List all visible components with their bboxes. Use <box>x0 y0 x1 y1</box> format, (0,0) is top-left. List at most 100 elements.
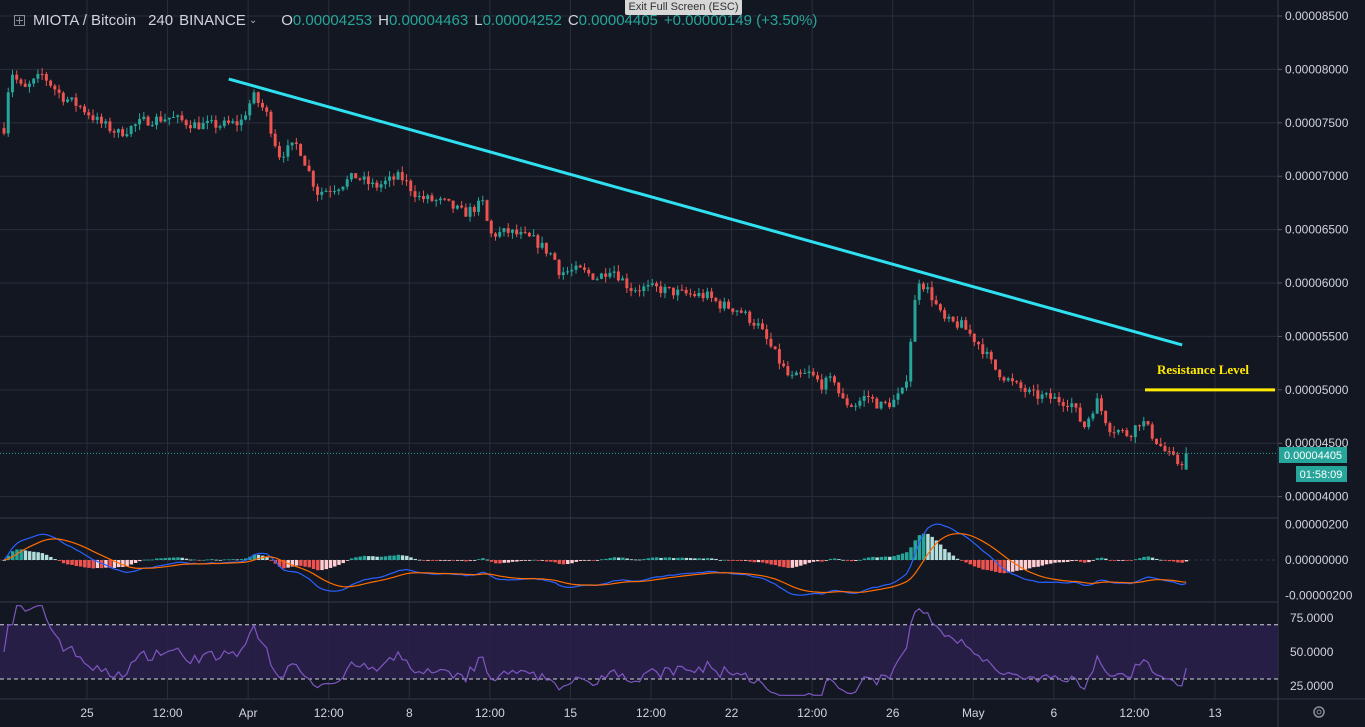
macd-histogram-bar <box>460 560 464 561</box>
candle-body <box>591 273 595 280</box>
settings-gear-icon[interactable] <box>1313 706 1325 718</box>
candle-body <box>99 116 103 124</box>
macd-histogram-bar <box>74 560 79 566</box>
candle-body <box>570 269 574 272</box>
candle-body <box>2 128 6 134</box>
chevron-down-icon[interactable]: ⌄ <box>248 14 258 26</box>
candle-body <box>748 311 752 323</box>
macd-histogram-bar <box>464 560 468 562</box>
macd-histogram-bar <box>1066 560 1070 562</box>
macd-histogram-bar <box>633 559 638 561</box>
macd-histogram-bar <box>375 556 379 560</box>
candle-body <box>116 129 120 133</box>
macd-histogram-bar <box>955 558 960 560</box>
rsi-band <box>0 624 1278 679</box>
candle-body <box>193 122 197 129</box>
candle-body <box>1091 413 1095 419</box>
candle-body <box>1074 403 1078 408</box>
candle-body <box>239 119 243 126</box>
candle-body <box>790 375 794 377</box>
price-tick-label: 0.00007000 <box>1285 169 1349 183</box>
candle-body <box>561 272 565 276</box>
macd-histogram-bar <box>837 559 841 560</box>
macd-histogram-bar <box>53 559 57 560</box>
macd-histogram-bar <box>510 560 515 562</box>
candle-body <box>345 179 349 187</box>
macd-histogram-bar <box>163 558 167 560</box>
candle-body <box>684 289 688 294</box>
macd-histogram-bar <box>612 557 617 560</box>
time-axis[interactable]: 25 12:00 Apr 12:00 8 12:00 15 12:00 22 12:00 26 May… <box>80 706 1222 720</box>
macd-histogram-bar <box>362 555 367 560</box>
macd-histogram-bar <box>718 559 723 561</box>
macd-histogram-bar <box>337 560 341 565</box>
candle-body <box>214 120 218 128</box>
last-price-label: 0.00004405 <box>1284 450 1342 462</box>
time-tick-label: 12:00 <box>314 706 344 720</box>
candle-body <box>866 395 870 398</box>
candle-body <box>934 300 938 305</box>
candle-body <box>1112 432 1116 434</box>
macd-histogram-bar <box>629 559 634 561</box>
candle-body <box>1019 382 1023 389</box>
interval-label[interactable]: 240 <box>148 11 174 29</box>
candle-body <box>735 310 739 312</box>
exit-fullscreen-button[interactable]: Exit Full Screen (ESC) <box>625 0 742 15</box>
time-tick-label: 12:00 <box>797 706 827 720</box>
time-tick-label: 13 <box>1208 706 1222 720</box>
candle-body <box>184 120 188 126</box>
macd-histogram-bar <box>697 558 701 560</box>
macd-histogram-bar <box>659 557 663 560</box>
macd-histogram-bar <box>1010 560 1015 572</box>
candle-body <box>1049 393 1053 399</box>
price-axis[interactable]: 0.00004000 0.00004500 0.00005000 0.00005500… <box>1278 9 1353 693</box>
macd-histogram-bar <box>78 560 83 567</box>
macd-histogram-bar <box>663 557 667 560</box>
candle-body <box>820 379 824 390</box>
expand-icon[interactable] <box>14 14 25 26</box>
candle-body <box>841 393 845 399</box>
macd-histogram-bar <box>1057 560 1062 563</box>
macd-histogram-bar <box>985 560 989 571</box>
macd-pane <box>0 523 1278 596</box>
candle-body <box>807 371 811 373</box>
macd-tick-label: -0.00000200 <box>1285 589 1353 603</box>
candle-body <box>303 155 307 166</box>
macd-histogram-bar <box>1146 556 1150 560</box>
macd-histogram-bar <box>824 560 828 561</box>
symbol-name[interactable]: MIOTA / Bitcoin <box>33 11 137 29</box>
macd-histogram-bar <box>489 560 494 562</box>
candle-body <box>879 401 883 409</box>
macd-histogram-bar <box>447 560 451 561</box>
time-tick-label: 15 <box>564 706 578 720</box>
macd-histogram-bar <box>349 558 354 560</box>
macd-histogram-bar <box>345 560 350 561</box>
exchange-label[interactable]: BINANCE <box>179 11 246 29</box>
candle-body <box>955 321 959 328</box>
candle-body <box>938 304 942 311</box>
candle-body <box>663 286 667 294</box>
macd-histogram-bar <box>1006 560 1011 573</box>
candle-body <box>519 231 523 235</box>
candle-body <box>549 253 553 255</box>
time-tick-label: 22 <box>725 706 739 720</box>
candle-body <box>1138 425 1142 427</box>
candle-body <box>1176 454 1180 465</box>
macd-histogram-bar <box>523 560 528 561</box>
candle-body <box>752 322 756 326</box>
resistance-label: Resistance Level <box>1157 362 1249 377</box>
macd-histogram-bar <box>333 560 337 567</box>
macd-histogram-bar <box>400 555 405 560</box>
macd-histogram-bar <box>19 549 23 560</box>
macd-histogram-bar <box>231 559 235 560</box>
macd-histogram-bar <box>27 551 32 560</box>
downtrend-line[interactable] <box>228 77 1183 347</box>
macd-histogram-bar <box>960 560 964 561</box>
candle-body <box>23 83 27 87</box>
macd-histogram-bar <box>756 560 761 563</box>
macd-histogram-bar <box>502 560 506 563</box>
macd-histogram-bar <box>532 559 536 561</box>
macd-histogram-bar <box>816 560 820 562</box>
macd-histogram-bar <box>481 558 485 560</box>
